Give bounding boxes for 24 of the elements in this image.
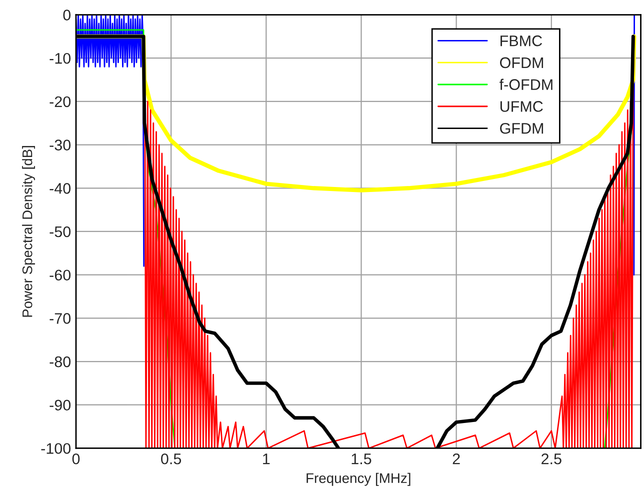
legend-label: OFDM (500, 57, 544, 68)
x-tick-label: 0.5 (161, 453, 182, 464)
x-tick-label: 2.5 (542, 453, 562, 464)
y-tick-label: -100 (41, 443, 71, 454)
x-tick-label: 0 (72, 453, 80, 464)
y-tick-label: -70 (50, 313, 71, 324)
y-tick-label: -50 (50, 226, 71, 238)
x-axis-title: Frequency [MHz] (306, 472, 410, 486)
x-tick-label: 1.5 (352, 454, 372, 464)
legend-label: UFMC (500, 101, 543, 112)
y-tick-label: -10 (50, 52, 71, 64)
y-tick-label: -90 (50, 400, 71, 411)
x-tick-label: 1 (263, 454, 270, 464)
y-tick-label: -30 (50, 140, 71, 150)
legend-label: f-OFDM (500, 78, 552, 90)
legend-label: FBMC (500, 35, 542, 46)
y-tick-label: 0 (63, 10, 71, 20)
legend-label: GFDM (500, 122, 544, 134)
y-tick-label: -20 (50, 96, 71, 108)
y-tick-label: -60 (50, 270, 71, 281)
y-axis-title: Power Spectral Density [dB] (22, 146, 35, 317)
y-tick-label: -80 (50, 356, 71, 368)
x-tick-label: 2 (452, 453, 460, 464)
y-tick-label: -40 (50, 183, 71, 194)
